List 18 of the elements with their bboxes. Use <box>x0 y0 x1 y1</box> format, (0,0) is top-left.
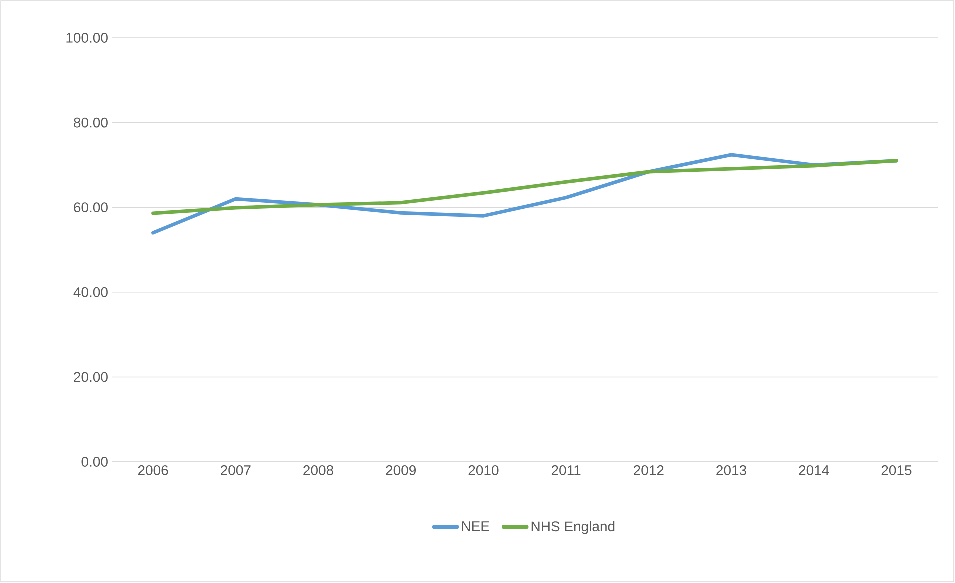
x-tick-label: 2006 <box>138 466 168 476</box>
x-tick-label: 2007 <box>221 466 251 476</box>
y-tick-label: 20.00 <box>74 372 108 382</box>
x-tick-label: 2015 <box>882 466 912 476</box>
y-tick-label: 60.00 <box>74 202 108 213</box>
y-tick-label: 40.00 <box>74 287 108 298</box>
x-tick-label: 2014 <box>799 466 830 476</box>
x-tick-label: 2008 <box>304 466 334 476</box>
legend-label: NHS England <box>532 521 615 534</box>
x-tick-label: 2011 <box>552 466 581 476</box>
y-tick-label: 80.00 <box>74 118 108 128</box>
x-tick-label: 2010 <box>468 466 499 476</box>
legend-label: NEE <box>462 522 490 532</box>
y-tick-label: 100.00 <box>66 33 108 43</box>
x-tick-label: 2013 <box>716 466 746 476</box>
x-tick-label: 2012 <box>634 466 664 476</box>
x-tick-label: 2009 <box>386 466 416 476</box>
y-tick-label: 0.00 <box>82 457 108 467</box>
